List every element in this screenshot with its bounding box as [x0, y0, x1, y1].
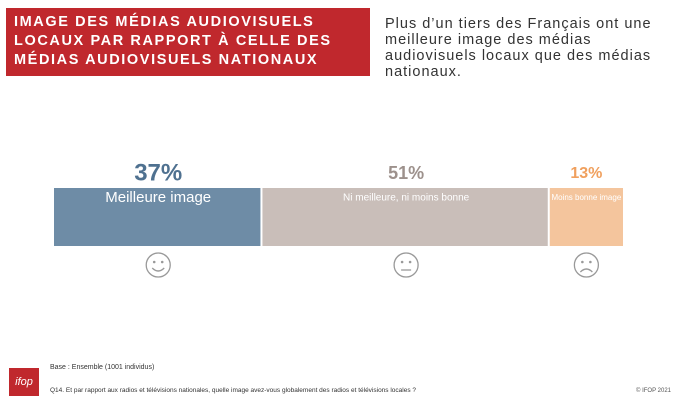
face-icon [573, 252, 600, 278]
base-note: Base : Ensemble (1001 individus) [50, 364, 155, 371]
value-label: 13% [570, 165, 602, 182]
bar-segment [262, 188, 548, 246]
face-icon [393, 252, 419, 278]
bar-segment [549, 188, 623, 246]
value-label: 51% [388, 163, 424, 183]
category-label: Ni meilleure, ni moins bonne [343, 193, 470, 204]
value-label: 37% [134, 159, 182, 186]
bar-segment [54, 188, 261, 246]
category-label: Meilleure image [105, 189, 211, 206]
copyright: © IFOP 2021 [636, 388, 671, 394]
question-note: Q14. Et par rapport aux radios et télévi… [50, 387, 417, 394]
subtitle: Plus d’un tiers des Français ont une mei… [385, 16, 652, 80]
title: IMAGE DES MÉDIAS AUDIOVISUELS LOCAUX PAR… [6, 8, 370, 76]
face-icon [145, 252, 171, 278]
category-label: Moins bonne image [551, 193, 621, 202]
logo: ifop [9, 368, 39, 396]
